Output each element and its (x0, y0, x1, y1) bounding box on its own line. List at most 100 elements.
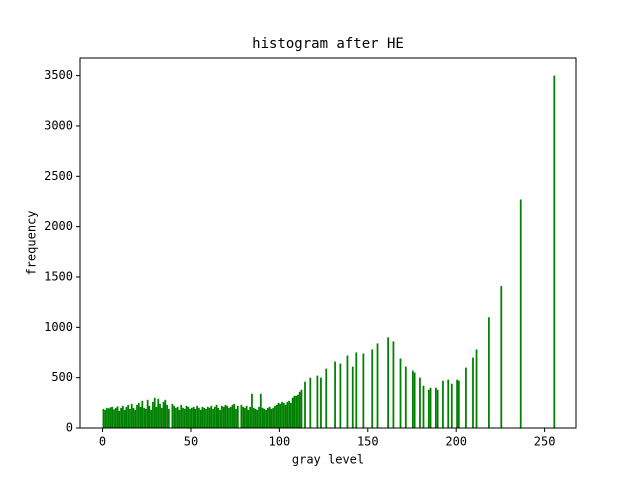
bar (500, 286, 503, 428)
bar (263, 408, 266, 428)
bar (259, 393, 262, 428)
y-tick-label: 0 (66, 421, 73, 435)
bar (228, 407, 230, 428)
bar (247, 409, 250, 428)
bar (334, 361, 336, 428)
bar (236, 405, 239, 428)
bar (118, 410, 121, 428)
bar (221, 405, 223, 428)
bar (203, 407, 206, 428)
bar (157, 398, 160, 428)
bar (371, 349, 374, 428)
bar (205, 408, 207, 428)
bar (166, 404, 168, 428)
bar (293, 395, 296, 428)
y-tick-label: 500 (51, 370, 73, 384)
bar (198, 407, 200, 428)
bar (411, 370, 414, 428)
bar (132, 407, 135, 428)
bar (261, 407, 264, 428)
bar (265, 409, 267, 428)
bar (183, 408, 186, 428)
bar (201, 406, 204, 428)
bar (125, 406, 128, 428)
bar (199, 409, 202, 428)
bar (434, 387, 437, 428)
bar (180, 404, 183, 428)
bar (127, 404, 130, 428)
bar (316, 375, 319, 428)
bar (159, 403, 161, 428)
bar (167, 408, 170, 428)
bar (465, 367, 467, 428)
bar (436, 389, 439, 428)
bar (190, 407, 193, 428)
bar (422, 385, 425, 428)
bar (256, 409, 259, 428)
bar (215, 404, 218, 428)
bar (279, 403, 282, 428)
bar (351, 366, 354, 428)
bar (457, 380, 460, 428)
bar (107, 408, 110, 428)
axes-frame (79, 57, 577, 429)
bar (268, 406, 271, 428)
x-tick-label: 0 (99, 435, 106, 449)
bar (244, 407, 246, 428)
bar (553, 75, 556, 428)
bar (284, 404, 287, 428)
bar (475, 349, 478, 428)
bar (277, 402, 280, 428)
bar (121, 405, 124, 428)
bar (298, 391, 301, 428)
bar (519, 199, 522, 428)
bar (222, 406, 225, 428)
bar (173, 405, 176, 428)
bar (427, 389, 430, 428)
bar (258, 406, 260, 428)
bar (235, 408, 237, 428)
bar (187, 406, 190, 428)
bar (129, 408, 131, 428)
bar (447, 379, 450, 428)
bar (148, 405, 151, 428)
bar (192, 406, 195, 428)
bar (419, 377, 421, 428)
bar (325, 368, 328, 428)
x-tick-label: 250 (534, 435, 556, 449)
bar (346, 355, 349, 428)
y-tick-label: 2000 (44, 219, 73, 233)
bar (144, 408, 147, 428)
bar (413, 372, 416, 428)
bar (320, 377, 322, 428)
bar (123, 409, 126, 428)
bar (240, 404, 243, 428)
bar (141, 400, 144, 428)
bar (472, 357, 474, 428)
bar (362, 353, 365, 428)
bar (245, 405, 248, 428)
bar (178, 409, 181, 428)
bar (231, 404, 234, 428)
bar (392, 341, 395, 428)
bar (224, 404, 227, 428)
x-axis-label: gray level (292, 453, 364, 467)
bar (242, 406, 245, 428)
bar (160, 407, 163, 428)
bar (297, 394, 299, 428)
bar (304, 381, 306, 428)
bar (442, 380, 444, 428)
bar (153, 397, 156, 428)
bar (274, 405, 276, 428)
bar (208, 407, 211, 428)
bar (134, 409, 137, 428)
y-tick-label: 3000 (44, 118, 73, 132)
bar (196, 405, 199, 428)
bar (295, 395, 298, 428)
bar (289, 402, 292, 428)
bar (206, 406, 209, 428)
bar (233, 403, 236, 428)
bar (162, 401, 165, 428)
bar (194, 408, 197, 428)
